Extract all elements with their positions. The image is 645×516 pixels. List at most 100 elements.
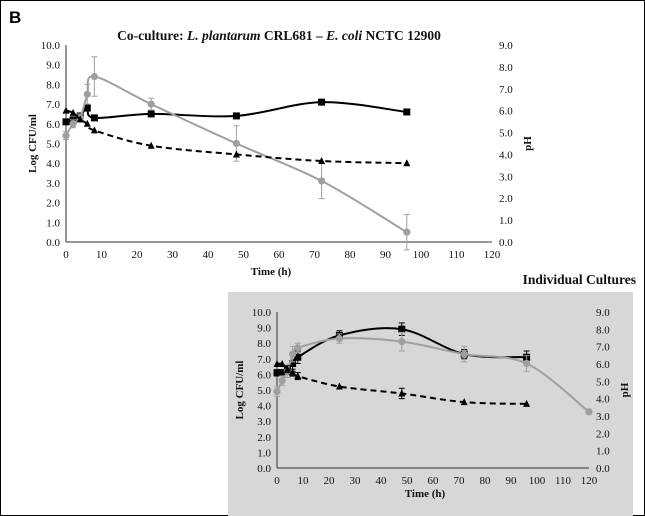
y2-tick-label: 2.0 [499, 193, 513, 205]
data-point-triangle [69, 108, 77, 116]
chart-coculture: 0.0 1.0 2.0 3.0 4.0 5.0 6.0 7.0 8.0 9.0 10.0 0.0 1.0… [27, 28, 534, 278]
series-triangle [273, 360, 531, 407]
y-tick-label: 5.0 [257, 385, 271, 397]
y-tick-label: 6.0 [257, 369, 271, 381]
y-tick-label: 1.0 [46, 217, 60, 229]
y2-tick-label: 7.0 [596, 342, 610, 354]
chart-individual: 0.0 1.0 2.0 3.0 4.0 5.0 6.0 7.0 8.0 9.0 10.0 0.0 1.0… [228, 272, 636, 516]
y-tick-label: 0.0 [46, 237, 60, 249]
data-point-triangle [83, 119, 91, 127]
y2-tick-label: 4.0 [596, 394, 610, 406]
y-tick-label: 10.0 [41, 40, 61, 52]
data-point-triangle [76, 115, 84, 123]
x-tick-label: 50 [238, 249, 250, 261]
data-point-circle [232, 139, 240, 148]
data-point-circle [62, 132, 70, 140]
x-tick-label: 100 [413, 249, 430, 261]
chart-title: Co-culture: L. plantarum CRL681 – E. col… [117, 28, 441, 43]
data-point-triangle [232, 150, 240, 158]
x-tick-label: 60 [428, 475, 440, 487]
data-point-square [83, 104, 91, 112]
data-point-triangle [523, 399, 531, 407]
chart-title: Individual Cultures [523, 272, 636, 287]
data-point-triangle [294, 372, 302, 380]
inset-background [228, 292, 633, 516]
y2-tick-label: 4.0 [499, 149, 513, 161]
x-tick-label: 30 [350, 475, 362, 487]
x-tick-label: 80 [480, 475, 492, 487]
series-circle [273, 331, 593, 416]
x-tick-label: 70 [454, 475, 466, 487]
y2-tick-label: 0.0 [596, 463, 610, 475]
data-point-triangle [90, 126, 98, 134]
chart-title-part: E. coli [325, 28, 362, 43]
series-square [62, 98, 411, 126]
data-point-circle [273, 387, 281, 396]
data-point-square [147, 110, 155, 118]
x-tick-label: 10 [298, 475, 310, 487]
y-tick-label: 4.0 [257, 401, 271, 413]
data-point-triangle [318, 157, 326, 165]
y2-tick-label: 6.0 [499, 106, 513, 118]
data-point-triangle [62, 106, 70, 114]
y-tick-label: 5.0 [46, 139, 60, 151]
data-point-square [232, 112, 240, 120]
data-point-circle [523, 359, 531, 368]
y-tick-label: 9.0 [46, 60, 60, 72]
x-tick-label: 0 [63, 249, 69, 261]
data-point-square [294, 353, 302, 361]
y-tick-label: 8.0 [257, 338, 271, 350]
data-point-square [289, 359, 297, 367]
x-tick-label: 40 [376, 475, 388, 487]
y-tick-label: 10.0 [252, 307, 272, 319]
data-point-circle [69, 120, 77, 128]
y-tick-label: 1.0 [257, 447, 271, 459]
y-tick-label: 7.0 [46, 99, 60, 111]
data-point-circle [83, 90, 91, 98]
panel-label: B [9, 8, 21, 27]
x-tick-label: 90 [506, 475, 518, 487]
data-point-triangle [283, 365, 291, 373]
x-tick-label: 20 [324, 475, 336, 487]
chart-title-part: CRL681 – [261, 28, 327, 43]
chart-title-part: Co-culture: [117, 28, 187, 43]
data-point-square [62, 118, 70, 126]
y2-tick-label: 0.0 [499, 237, 513, 249]
data-point-triangle [273, 360, 281, 367]
data-point-square [90, 114, 98, 122]
data-point-circle [398, 338, 406, 346]
x-tick-label: 20 [132, 249, 144, 261]
data-point-circle [294, 344, 302, 352]
y2-axis-label: pH [619, 382, 631, 397]
y-tick-label: 3.0 [46, 178, 60, 190]
x-tick-label: 50 [402, 475, 414, 487]
y-tick-label: 7.0 [257, 354, 271, 366]
x-tick-label: 40 [203, 249, 215, 261]
data-point-circle [278, 377, 286, 385]
y2-tick-label: 1.0 [499, 215, 513, 227]
y-axis-label: Log CFU/ml [27, 114, 39, 173]
data-point-circle [90, 72, 98, 81]
data-point-circle [147, 100, 155, 108]
x-tick-label: 70 [309, 249, 321, 261]
y-tick-label: 2.0 [257, 432, 271, 444]
y2-tick-label: 6.0 [596, 359, 610, 371]
data-point-square [318, 98, 326, 106]
y-axis-label: Log CFU/ml [234, 361, 246, 420]
data-point-triangle [289, 368, 297, 376]
x-axis-label: Time (h) [251, 266, 292, 278]
chart-title-part: NCTC 12900 [362, 28, 441, 43]
y-tick-label: 9.0 [257, 323, 271, 335]
data-point-circle [318, 177, 326, 185]
y2-tick-label: 1.0 [596, 446, 610, 458]
y2-tick-label: 8.0 [499, 62, 513, 74]
y2-tick-label: 7.0 [499, 84, 513, 96]
y-tick-label: 6.0 [46, 119, 60, 131]
y2-tick-label: 5.0 [596, 376, 610, 388]
x-tick-label: 60 [274, 249, 286, 261]
x-tick-label: 90 [380, 249, 392, 261]
y2-tick-label: 2.0 [596, 428, 610, 440]
x-tick-label: 110 [448, 249, 465, 261]
y-tick-label: 8.0 [46, 79, 60, 91]
